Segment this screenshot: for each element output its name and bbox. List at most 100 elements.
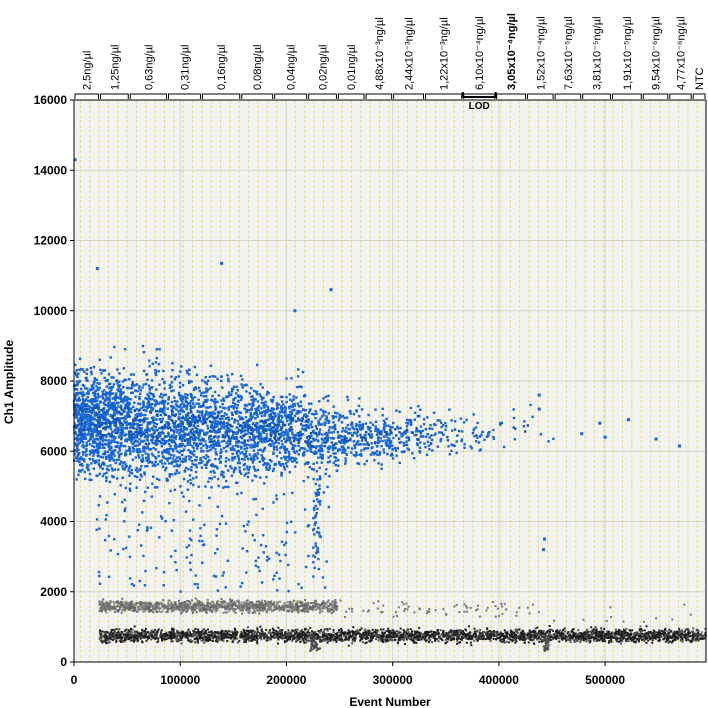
negative-droplet — [212, 608, 215, 611]
negative-droplet — [307, 601, 310, 604]
negative-droplet — [149, 631, 152, 634]
negative-droplet — [118, 640, 121, 643]
negative-droplet — [224, 630, 227, 633]
negative-droplet — [529, 633, 532, 636]
negative-droplet — [196, 638, 199, 641]
negative-droplet — [240, 630, 243, 633]
negative-droplet — [404, 636, 407, 639]
negative-droplet — [289, 606, 292, 609]
negative-droplet — [263, 603, 266, 606]
negative-droplet — [144, 601, 147, 604]
negative-droplet — [245, 600, 248, 603]
negative-droplet — [490, 636, 493, 639]
negative-droplet — [123, 640, 126, 643]
negative-droplet — [140, 605, 143, 608]
negative-droplet — [610, 640, 613, 643]
negative-droplet — [332, 631, 335, 634]
negative-droplet — [465, 605, 468, 608]
negative-droplet — [259, 625, 262, 628]
positive-droplet — [83, 477, 87, 481]
negative-droplet — [201, 610, 204, 613]
negative-droplet — [414, 630, 417, 633]
negative-droplet — [111, 628, 114, 631]
positive-droplet — [79, 420, 82, 423]
negative-droplet — [555, 629, 558, 632]
positive-droplet — [93, 398, 97, 401]
negative-droplet — [361, 633, 364, 636]
negative-droplet — [423, 633, 426, 636]
negative-droplet — [502, 632, 505, 635]
negative-droplet — [699, 637, 702, 640]
negative-droplet — [188, 640, 191, 643]
negative-droplet — [214, 605, 217, 608]
negative-droplet — [399, 627, 402, 630]
negative-droplet — [149, 602, 152, 605]
negative-droplet — [162, 607, 165, 610]
negative-droplet — [160, 611, 163, 614]
negative-droplet — [489, 635, 492, 638]
negative-droplet — [194, 641, 197, 644]
negative-droplet — [343, 638, 346, 641]
negative-droplet — [232, 633, 235, 636]
negative-droplet — [203, 635, 206, 638]
positive-droplet — [95, 434, 98, 437]
negative-droplet — [572, 639, 575, 642]
negative-droplet — [689, 640, 692, 643]
negative-droplet — [428, 610, 431, 613]
negative-droplet — [422, 636, 425, 639]
negative-droplet — [334, 632, 337, 635]
negative-droplet — [562, 633, 565, 636]
negative-droplet — [558, 633, 561, 636]
positive-droplet — [74, 371, 77, 375]
negative-droplet — [510, 629, 513, 632]
positive-droplet — [93, 406, 96, 409]
positive-droplet — [86, 433, 89, 436]
negative-droplet — [147, 609, 150, 612]
negative-droplet — [313, 602, 316, 605]
negative-droplet — [253, 636, 256, 639]
negative-droplet — [299, 609, 302, 612]
negative-droplet — [620, 631, 623, 634]
negative-droplet — [140, 640, 143, 643]
negative-droplet — [547, 635, 550, 638]
negative-droplet — [528, 630, 531, 633]
negative-droplet — [322, 631, 325, 634]
negative-droplet — [543, 632, 546, 635]
negative-droplet — [357, 631, 360, 634]
negative-droplet — [671, 639, 674, 642]
negative-droplet — [246, 626, 249, 629]
negative-droplet — [233, 633, 236, 636]
negative-droplet — [321, 601, 324, 604]
negative-droplet — [544, 644, 547, 647]
positive-droplet — [84, 398, 88, 401]
negative-droplet — [191, 611, 194, 614]
negative-droplet — [127, 602, 130, 605]
negative-droplet — [306, 607, 309, 610]
negative-droplet — [120, 605, 123, 608]
negative-droplet — [242, 631, 245, 634]
negative-droplet — [183, 600, 186, 603]
negative-droplet — [392, 629, 395, 632]
positive-droplet — [80, 409, 83, 412]
negative-droplet — [293, 631, 296, 634]
negative-droplet — [486, 606, 489, 609]
negative-droplet — [260, 638, 263, 641]
negative-droplet — [413, 636, 416, 639]
negative-droplet — [455, 632, 458, 635]
negative-droplet — [515, 611, 518, 614]
positive-droplet — [93, 391, 96, 395]
negative-droplet — [416, 633, 419, 636]
negative-droplet — [553, 619, 556, 622]
negative-droplet — [665, 634, 668, 637]
negative-droplet — [431, 634, 434, 637]
negative-droplet — [163, 633, 166, 636]
negative-droplet — [125, 604, 128, 607]
negative-droplet — [201, 629, 204, 632]
negative-droplet — [114, 607, 117, 610]
negative-droplet — [456, 635, 459, 638]
negative-droplet — [438, 637, 441, 640]
negative-droplet — [483, 635, 486, 638]
positive-droplet — [76, 434, 80, 438]
negative-droplet — [101, 630, 104, 633]
negative-droplet — [465, 635, 468, 638]
